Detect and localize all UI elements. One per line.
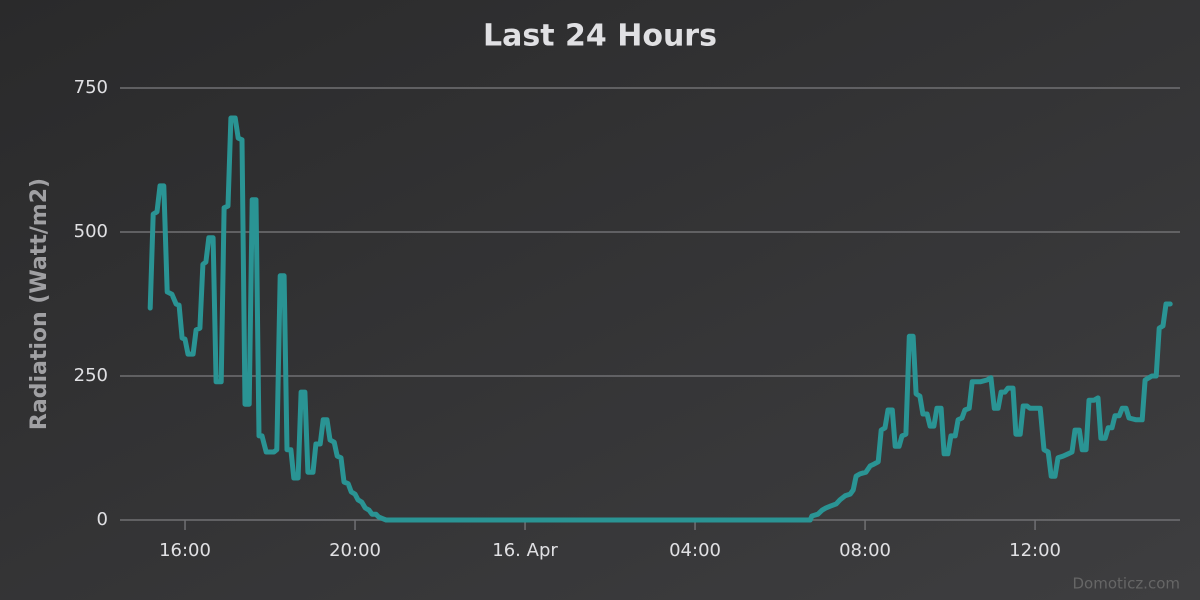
- data-line: [147, 115, 1173, 523]
- y-tick-label: 250: [74, 365, 108, 386]
- y-tick-label: 500: [74, 221, 108, 242]
- x-tick-label: 04:00: [669, 540, 721, 561]
- chart-title: Last 24 Hours: [483, 19, 717, 54]
- y-tick-label: 750: [74, 77, 108, 98]
- x-tick-label: 16:00: [159, 540, 211, 561]
- credits: Domoticz.com: [1073, 575, 1181, 593]
- y-tick-label: 0: [97, 509, 108, 530]
- x-tick-label: 20:00: [329, 540, 381, 561]
- x-tick-label: 16. Apr: [492, 540, 558, 561]
- x-tick-label: 12:00: [1009, 540, 1061, 561]
- x-tick-label: 08:00: [839, 540, 891, 561]
- y-axis-label: Radiation (Watt/m2): [27, 178, 52, 430]
